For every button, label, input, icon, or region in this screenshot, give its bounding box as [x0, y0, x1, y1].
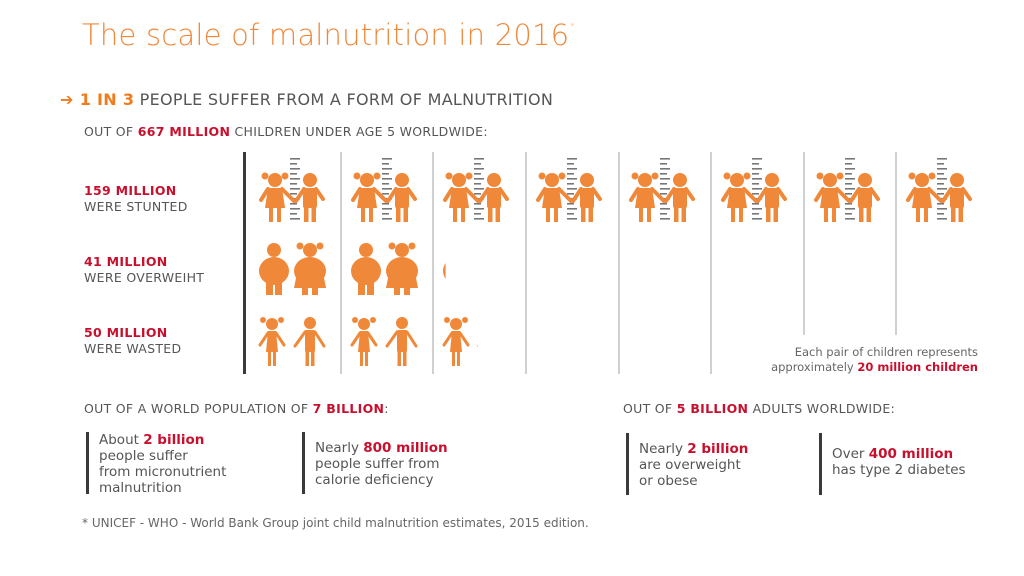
- stat-micronutrient: About 2 billion people suffer from micro…: [86, 432, 227, 496]
- thin-child-pair-icon: [442, 317, 478, 366]
- heading-suffix: CHILDREN UNDER AGE 5 WORLDWIDE:: [230, 124, 488, 139]
- stat-lead: Over: [832, 446, 869, 462]
- stat-lead: Nearly: [315, 440, 364, 456]
- row-value: 50 MILLION: [84, 325, 168, 340]
- child-pair-height-chart-icon: [906, 158, 972, 222]
- stat-overweight-adults: Nearly 2 billion are overweight or obese: [626, 433, 748, 495]
- row-value: 41 MILLION: [84, 254, 168, 269]
- pictogram-axis: [243, 152, 246, 374]
- row-label-wasted: 50 MILLION WERE WASTED: [84, 325, 181, 357]
- stat-line: or obese: [639, 473, 698, 489]
- child-pair-height-chart-icon: [721, 158, 787, 222]
- note-prefix: approximately: [771, 360, 858, 374]
- stat-line: are overweight: [639, 457, 741, 473]
- stat-line: people suffer from: [315, 456, 440, 472]
- stat-line: calorie deficiency: [315, 472, 434, 488]
- child-pair-height-chart-icon: [629, 158, 695, 222]
- heading-prefix: OUT OF: [623, 401, 677, 416]
- child-pair-height-chart-icon: [814, 158, 880, 222]
- child-pair-height-chart-icon: [536, 158, 602, 222]
- headline-text: PEOPLE SUFFER FROM A FORM OF MALNUTRITIO…: [134, 90, 554, 109]
- stat-calorie: Nearly 800 million people suffer from ca…: [302, 432, 448, 494]
- stat-line: from micronutrient: [99, 464, 227, 480]
- legend-note: Each pair of children represents approxi…: [771, 345, 978, 375]
- adult-section-heading: OUT OF 5 BILLION ADULTS WORLDWIDE:: [623, 401, 895, 416]
- column-separator: [432, 152, 434, 374]
- heading-suffix: :: [384, 401, 389, 416]
- column-separator: [710, 152, 712, 374]
- row-value: 159 MILLION: [84, 183, 177, 198]
- column-separator: [525, 152, 527, 374]
- stat-highlight: 2 billion: [687, 441, 749, 457]
- title-footnote-marker: *: [570, 22, 575, 32]
- stat-diabetes: Over 400 million has type 2 diabetes: [819, 433, 966, 495]
- heading-prefix: OUT OF A WORLD POPULATION OF: [84, 401, 313, 416]
- row-text: WERE STUNTED: [84, 199, 188, 214]
- heading-highlight: 7 BILLION: [312, 401, 385, 416]
- stat-lead: About: [99, 432, 144, 448]
- heading-suffix: ADULTS WORLDWIDE:: [748, 401, 896, 416]
- headline: ➔ 1 IN 3 PEOPLE SUFFER FROM A FORM OF MAL…: [60, 90, 553, 109]
- overweight-child-pair-icon: [351, 242, 418, 295]
- stat-line: malnutrition: [99, 480, 182, 496]
- row-label-overweight: 41 MILLION WERE OVERWEIHT: [84, 254, 204, 286]
- column-separator: [803, 152, 805, 335]
- arrow-right-icon: ➔: [60, 90, 74, 109]
- child-pair-height-chart-icon: [443, 158, 509, 222]
- stat-highlight: 2 billion: [143, 432, 205, 448]
- stat-lead: Nearly: [639, 441, 688, 457]
- row-label-stunted: 159 MILLION WERE STUNTED: [84, 183, 188, 215]
- stat-highlight: 800 million: [363, 440, 448, 456]
- page-title: The scale of malnutrition in 2016*: [82, 18, 575, 52]
- thin-child-pair-icon: [350, 317, 418, 366]
- headline-highlight: 1 IN 3: [79, 90, 135, 109]
- note-line-1: Each pair of children represents: [794, 345, 978, 359]
- column-separator: [340, 152, 342, 374]
- heading-prefix: OUT OF: [84, 124, 138, 139]
- child-pair-height-chart-icon: [259, 158, 325, 222]
- stat-line: has type 2 diabetes: [832, 462, 966, 478]
- column-separator: [618, 152, 620, 374]
- note-line-2: approximately 20 million children: [771, 360, 978, 375]
- children-section-heading: OUT OF 667 MILLION CHILDREN UNDER AGE 5 …: [84, 124, 488, 139]
- row-text: WERE WASTED: [84, 341, 182, 356]
- child-pair-height-chart-icon: [351, 158, 417, 222]
- footnote: * UNICEF - WHO - World Bank Group joint …: [82, 516, 589, 530]
- overweight-child-pair-icon: [259, 242, 326, 295]
- title-text: The scale of malnutrition in 2016: [82, 18, 570, 52]
- heading-highlight: 667 MILLION: [137, 124, 231, 139]
- thin-child-pair-icon: [258, 317, 326, 366]
- overweight-child-pair-icon: [443, 263, 446, 279]
- note-highlight: 20 million children: [857, 360, 978, 374]
- column-separator: [895, 152, 897, 335]
- heading-highlight: 5 BILLION: [676, 401, 749, 416]
- world-section-heading: OUT OF A WORLD POPULATION OF 7 BILLION:: [84, 401, 389, 416]
- stat-line: people suffer: [99, 448, 188, 464]
- stat-highlight: 400 million: [868, 446, 954, 462]
- row-text: WERE OVERWEIHT: [84, 270, 205, 285]
